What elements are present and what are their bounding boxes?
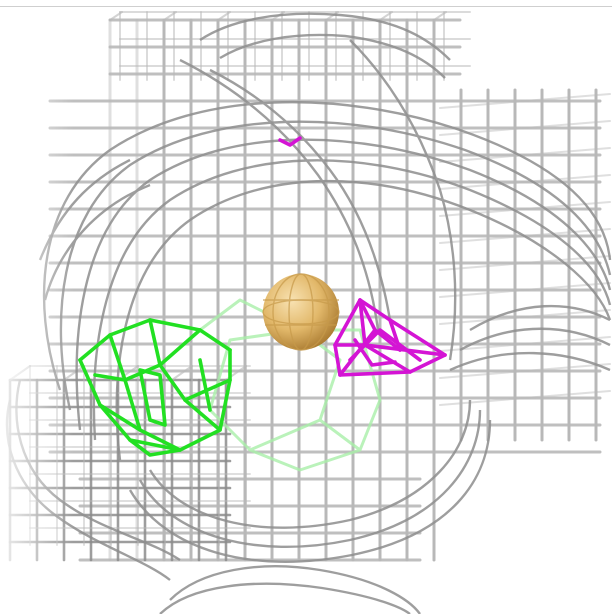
top-border — [0, 6, 612, 7]
lattice-edge — [63, 365, 85, 381]
metal-ion-sphere[interactable] — [262, 273, 340, 351]
lattice-edge — [171, 365, 193, 381]
lattice-edge — [9, 365, 31, 381]
